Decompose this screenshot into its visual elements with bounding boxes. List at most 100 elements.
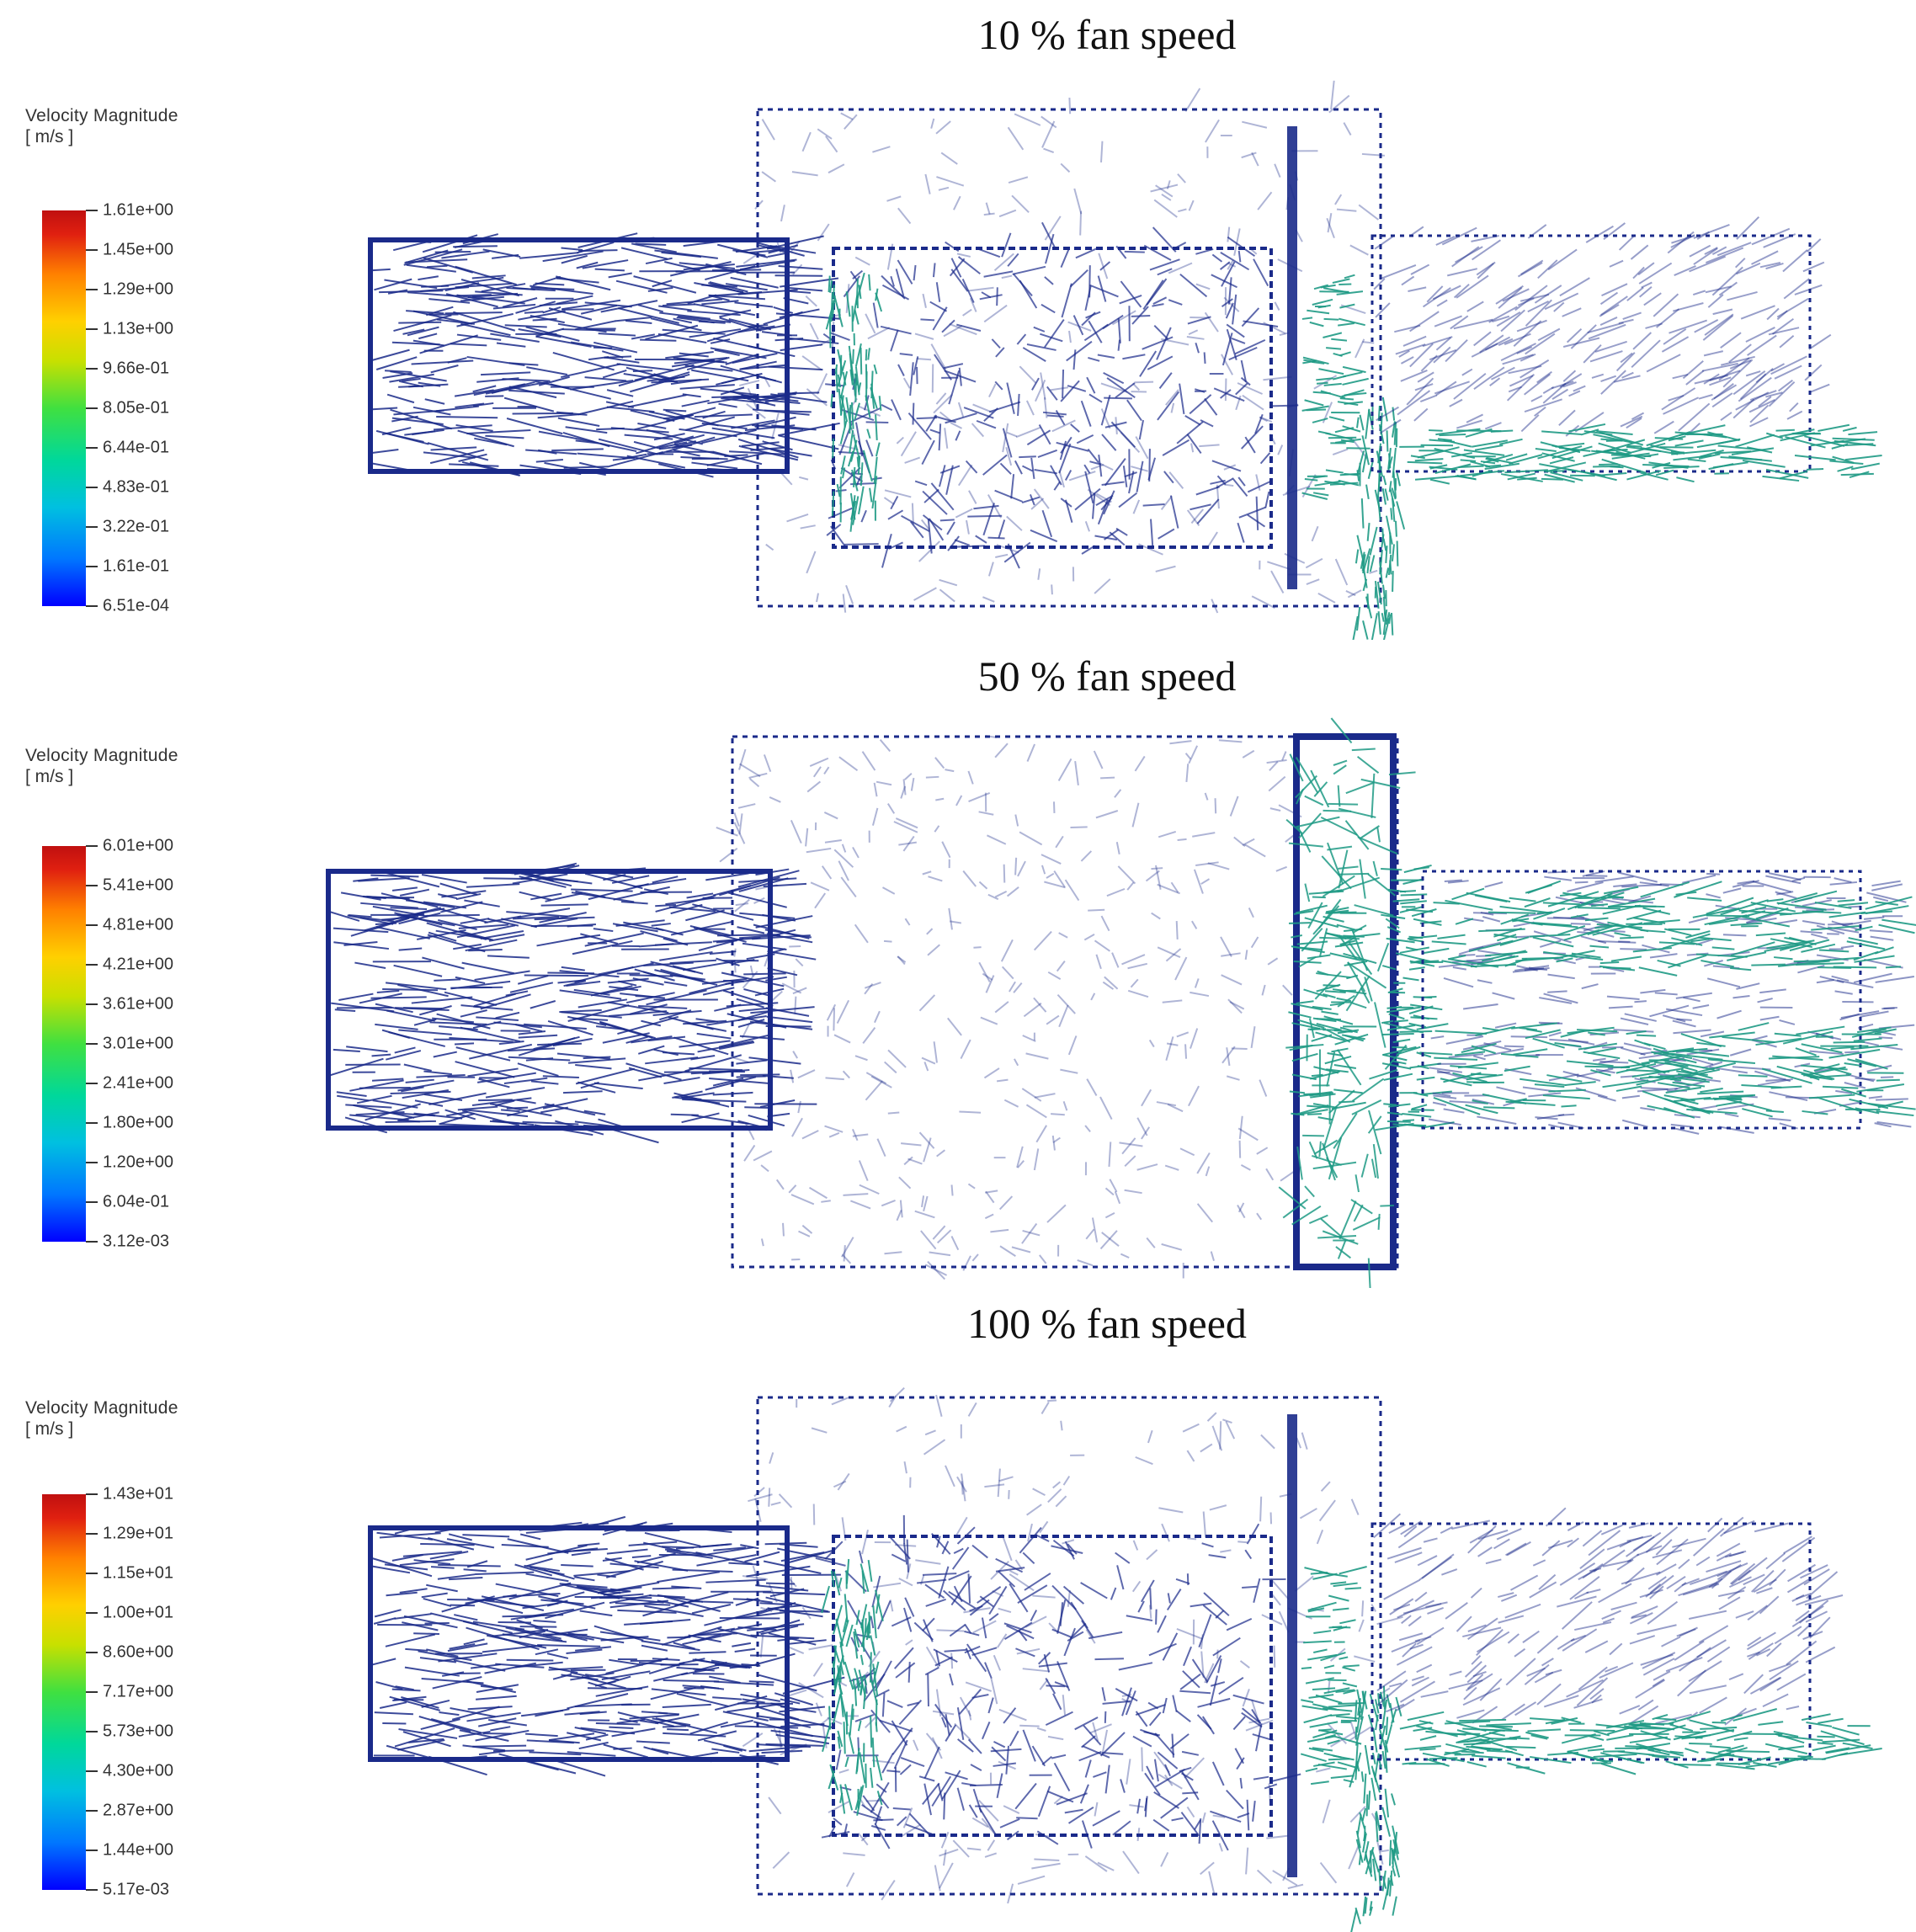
velocity-vector [1008, 176, 1029, 184]
velocity-vector [1218, 1843, 1223, 1852]
velocity-vector [932, 1710, 955, 1716]
velocity-vector [1369, 1068, 1398, 1080]
velocity-vector [1473, 1055, 1486, 1061]
velocity-vector [1325, 932, 1351, 939]
velocity-vector [1136, 1163, 1158, 1171]
velocity-vector [1588, 323, 1626, 340]
velocity-vector [865, 1080, 883, 1101]
velocity-vector [1175, 921, 1179, 939]
velocity-vector [371, 1078, 404, 1082]
velocity-vector [759, 1631, 764, 1658]
velocity-vector [1372, 1144, 1379, 1179]
velocity-vector [429, 1551, 469, 1560]
velocity-vector [968, 1804, 978, 1818]
velocity-vector [920, 318, 935, 322]
velocity-vector [1700, 1030, 1725, 1038]
velocity-vector [1474, 894, 1508, 903]
velocity-vector [1509, 375, 1534, 387]
velocity-vector [1255, 1723, 1263, 1752]
velocity-vector [1570, 324, 1597, 349]
velocity-vector [884, 1061, 897, 1074]
velocity-vector [1402, 335, 1427, 347]
velocity-vector [739, 364, 788, 370]
velocity-vector [616, 363, 673, 371]
velocity-vector [1632, 1531, 1662, 1551]
velocity-vector [1502, 288, 1530, 302]
velocity-vector [1498, 1615, 1525, 1624]
velocity-vector [327, 1057, 384, 1077]
velocity-vector [1007, 126, 1025, 151]
velocity-vector [513, 916, 560, 920]
velocity-vector [1668, 1058, 1686, 1062]
colorbar-tick-label: 4.30e+00 [103, 1761, 173, 1780]
velocity-vector [1463, 449, 1505, 456]
velocity-vector [1001, 232, 1012, 258]
velocity-vector [385, 1633, 436, 1647]
velocity-vector [1429, 464, 1448, 470]
velocity-vector [1865, 896, 1913, 910]
velocity-vector [1313, 1066, 1339, 1074]
velocity-vector [453, 1659, 506, 1672]
velocity-vector [824, 839, 842, 844]
velocity-vector [902, 835, 915, 852]
velocity-vector [692, 903, 754, 921]
velocity-vector [1044, 881, 1066, 889]
velocity-vector [1609, 1642, 1623, 1656]
velocity-vector [828, 1131, 840, 1138]
velocity-vector [1524, 373, 1551, 396]
velocity-vector [1321, 1010, 1339, 1015]
velocity-vector [493, 1749, 535, 1752]
velocity-vector [1417, 1555, 1438, 1567]
velocity-vector [578, 1741, 609, 1750]
velocity-vector [567, 1751, 616, 1757]
velocity-vector [1799, 1599, 1829, 1624]
velocity-vector [1601, 898, 1626, 905]
velocity-vector [1240, 425, 1264, 450]
velocity-vector [834, 1575, 842, 1592]
velocity-vector [1329, 952, 1361, 961]
velocity-vector [1693, 223, 1730, 239]
velocity-vector [1040, 115, 1057, 129]
velocity-vector [1336, 997, 1352, 1003]
velocity-vector [1229, 1001, 1245, 1010]
velocity-vector [1370, 1849, 1380, 1873]
velocity-vector [1466, 301, 1484, 312]
velocity-vector [830, 459, 837, 470]
velocity-vector [1640, 471, 1669, 481]
velocity-vector [1787, 1563, 1817, 1583]
velocity-vector [1296, 1000, 1314, 1005]
velocity-vector [968, 792, 991, 802]
velocity-vector [495, 1663, 545, 1669]
velocity-vector [851, 469, 859, 492]
velocity-vector [1184, 414, 1201, 426]
velocity-vector [1233, 836, 1246, 848]
velocity-vector [1602, 1079, 1649, 1088]
velocity-vector [933, 1041, 938, 1063]
velocity-vector [1389, 1702, 1395, 1723]
velocity-vector [709, 281, 748, 293]
velocity-vector [376, 989, 400, 994]
velocity-vector [737, 926, 765, 934]
velocity-vector [1613, 883, 1637, 888]
velocity-vector [1179, 1147, 1195, 1157]
velocity-vector [1138, 419, 1145, 440]
velocity-vector [1382, 618, 1391, 640]
velocity-vector [1693, 247, 1718, 265]
velocity-vector [1618, 871, 1658, 883]
velocity-vector [935, 797, 945, 801]
velocity-vector [1264, 1783, 1278, 1790]
velocity-vector [1670, 1068, 1720, 1081]
velocity-vector [1319, 1861, 1338, 1884]
velocity-vector [1392, 898, 1420, 902]
velocity-vector [421, 1699, 450, 1708]
velocity-vector [1064, 470, 1072, 481]
velocity-vector [1356, 606, 1361, 631]
velocity-vector [942, 1850, 947, 1866]
velocity-vector [685, 909, 725, 922]
velocity-vector [1041, 509, 1053, 538]
velocity-vector [679, 384, 735, 390]
velocity-vector [861, 1619, 865, 1653]
velocity-vector [1338, 849, 1349, 889]
velocity-vector [542, 1075, 579, 1079]
velocity-vector [659, 444, 693, 450]
